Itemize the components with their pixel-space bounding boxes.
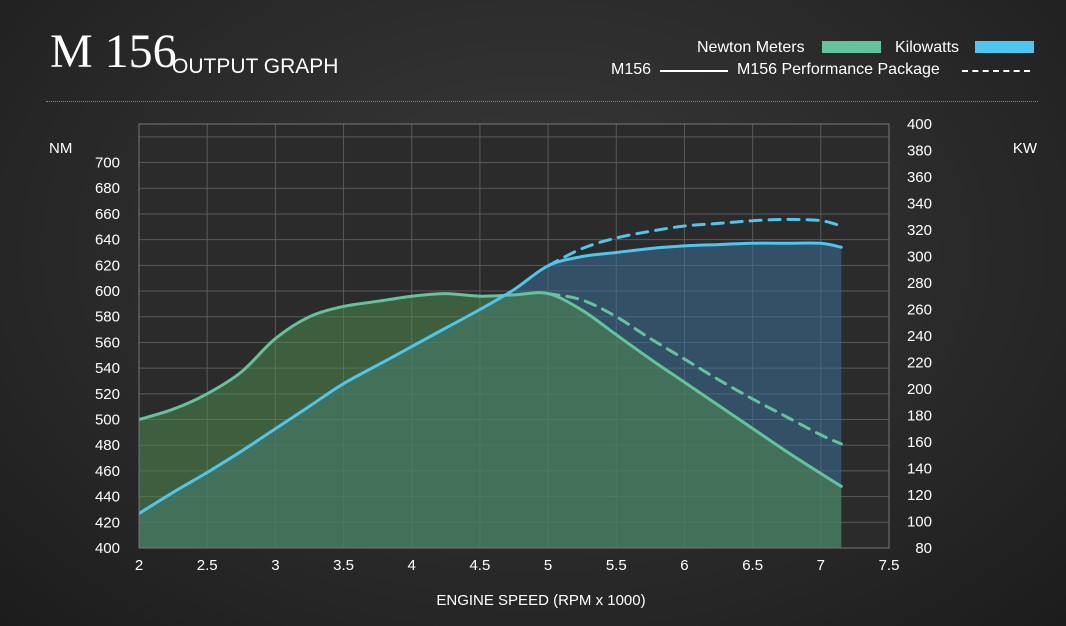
legend-standard-line (660, 70, 728, 72)
power-line (139, 241, 843, 515)
y2-tick-label: 400 (907, 116, 932, 133)
x-tick-label: 2 (135, 557, 143, 574)
x-tick-label: 6 (680, 557, 688, 574)
y-tick-label: 460 (95, 463, 120, 480)
x-tick-label: 7 (817, 557, 825, 574)
performance-power-line (546, 217, 843, 268)
y-tick-label: 620 (95, 257, 120, 274)
header-divider (46, 101, 1038, 102)
y2-tick-label: 260 (907, 302, 932, 319)
legend-performance-label: M156 Performance Package (737, 61, 940, 78)
y-tick-label: 660 (95, 206, 120, 223)
x-tick-label: 3 (271, 557, 279, 574)
y2-tick-label: 360 (907, 169, 932, 186)
y-tick-label: 580 (95, 309, 120, 326)
legend-torque-swatch (822, 41, 881, 53)
legend-power-swatch (975, 41, 1034, 53)
y-tick-label: 700 (95, 155, 120, 172)
y2-tick-label: 140 (907, 461, 932, 478)
y2-tick-label: 280 (907, 275, 932, 292)
y2-axis-label: KW (1013, 140, 1038, 157)
y-tick-label: 560 (95, 334, 120, 351)
y-tick-label: 440 (95, 489, 120, 506)
y2-tick-label: 80 (915, 540, 932, 557)
legend-torque-label: Newton Meters (697, 39, 805, 56)
x-axis-label: ENGINE SPEED (RPM x 1000) (436, 592, 645, 609)
x-tick-label: 2.5 (197, 557, 218, 574)
torque-line (139, 291, 843, 488)
x-tick-label: 5.5 (606, 557, 627, 574)
plot-border (138, 123, 890, 549)
x-tick-label: 4 (408, 557, 416, 574)
y-tick-label: 600 (95, 283, 120, 300)
y-tick-label: 500 (95, 412, 120, 429)
y-tick-label: 480 (95, 437, 120, 454)
y-axis-label: NM (49, 140, 72, 157)
y2-tick-label: 180 (907, 408, 932, 425)
performance-torque-line (546, 292, 843, 446)
y2-tick-label: 120 (907, 487, 932, 504)
y-tick-label: 680 (95, 180, 120, 197)
y2-tick-label: 240 (907, 328, 932, 345)
legend-standard-label: M156 (611, 61, 652, 78)
x-tick-label: 4.5 (469, 557, 490, 574)
graph-subtitle: OUTPUT GRAPH (172, 55, 339, 78)
y2-tick-label: 340 (907, 196, 932, 213)
y-tick-label: 540 (95, 360, 120, 377)
x-tick-label: 7.5 (879, 557, 900, 574)
x-tick-label: 3.5 (333, 557, 354, 574)
y2-tick-label: 100 (907, 514, 932, 531)
y2-tick-label: 300 (907, 249, 932, 266)
model-title: M 156 (50, 25, 177, 78)
legend-power-label: Kilowatts (895, 39, 960, 56)
legend-performance-line (962, 70, 1030, 72)
y-tick-label: 520 (95, 386, 120, 403)
y2-tick-label: 200 (907, 381, 932, 398)
torque-area (139, 292, 842, 548)
y-tick-label: 400 (95, 540, 120, 557)
y2-tick-label: 160 (907, 434, 932, 451)
y-tick-label: 420 (95, 514, 120, 531)
y-tick-label: 640 (95, 232, 120, 249)
x-tick-label: 6.5 (742, 557, 763, 574)
y2-tick-label: 220 (907, 355, 932, 372)
y2-tick-label: 320 (907, 222, 932, 239)
x-tick-label: 5 (544, 557, 552, 574)
y2-tick-label: 380 (907, 143, 932, 160)
